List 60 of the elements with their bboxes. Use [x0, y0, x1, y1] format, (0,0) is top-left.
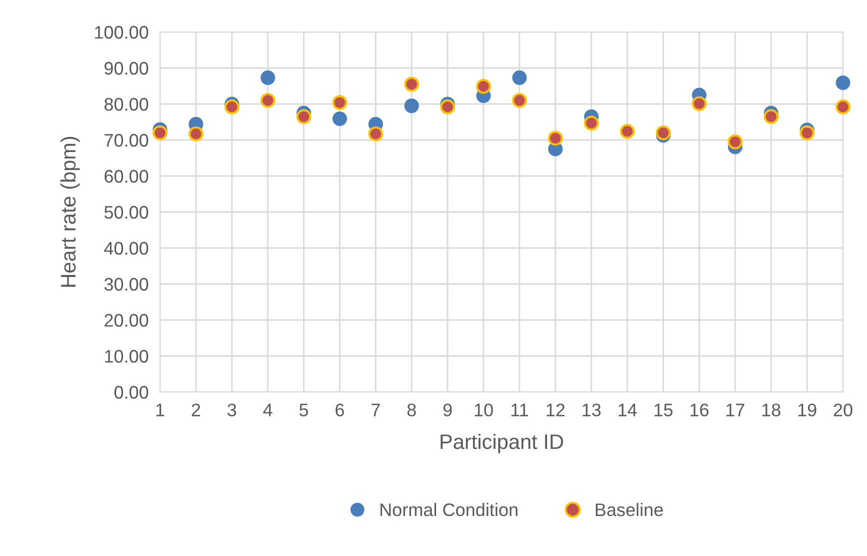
point	[296, 109, 312, 124]
x-tick-label: 6	[336, 404, 344, 416]
x-tick-label: 7	[372, 404, 380, 416]
y-tick-label: 20.00	[104, 314, 148, 327]
x-tick-label: 1	[156, 404, 164, 416]
point	[368, 126, 384, 142]
x-tick-label: 17	[726, 404, 744, 416]
point	[332, 111, 348, 126]
point	[404, 76, 420, 92]
point	[512, 70, 527, 86]
point	[620, 124, 635, 139]
point	[224, 99, 240, 114]
point	[260, 92, 276, 108]
y-tick-label: 60.00	[104, 170, 148, 183]
y-axis-title: Heart rate (bpm)	[60, 136, 80, 287]
x-axis-title: Participant ID	[440, 434, 564, 454]
x-tick-label: 8	[407, 404, 416, 416]
x-tick-label: 4	[263, 404, 272, 416]
x-tick-label: 3	[228, 404, 236, 416]
point	[260, 70, 276, 86]
point	[836, 99, 850, 114]
y-tick-label: 10.00	[105, 350, 148, 363]
x-tick-label: 15	[654, 404, 673, 416]
point	[692, 96, 707, 112]
point	[836, 75, 850, 90]
point	[512, 92, 527, 108]
x-tick-label: 19	[798, 404, 816, 416]
x-tick-label: 20	[834, 404, 852, 416]
point	[764, 109, 779, 124]
x-tick-label: 5	[299, 404, 308, 416]
x-tick-label: 18	[762, 404, 780, 416]
point	[404, 98, 419, 114]
y-tick-label: 40.00	[104, 242, 148, 255]
point	[548, 130, 563, 146]
legend-label: Baseline	[596, 502, 663, 516]
x-tick-label: 2	[192, 404, 200, 416]
y-tick-label: 0.00	[114, 386, 148, 399]
y-tick-label: 90.00	[104, 62, 148, 75]
y-tick-label: 30.00	[104, 278, 148, 291]
point	[188, 126, 204, 142]
point	[440, 99, 456, 114]
x-tick-label: 14	[618, 404, 637, 416]
y-tick-label: 50.00	[104, 206, 148, 219]
point	[584, 116, 599, 131]
y-tick-label: 70.00	[104, 134, 148, 147]
point	[800, 125, 814, 140]
x-tick-label: 12	[546, 404, 565, 416]
x-tick-label: 9	[443, 404, 452, 416]
y-tick-label: 80.00	[104, 98, 148, 111]
point	[656, 125, 671, 140]
point	[332, 95, 348, 110]
x-tick-label: 11	[511, 404, 528, 416]
x-tick-label: 10	[474, 404, 493, 416]
point	[476, 78, 491, 94]
point	[152, 125, 168, 140]
x-tick-label: 16	[690, 404, 708, 416]
point	[728, 134, 743, 150]
y-tick-label: 100.00	[95, 26, 148, 39]
x-tick-label: 13	[582, 404, 601, 416]
legend-label: Normal Condition	[380, 502, 518, 516]
